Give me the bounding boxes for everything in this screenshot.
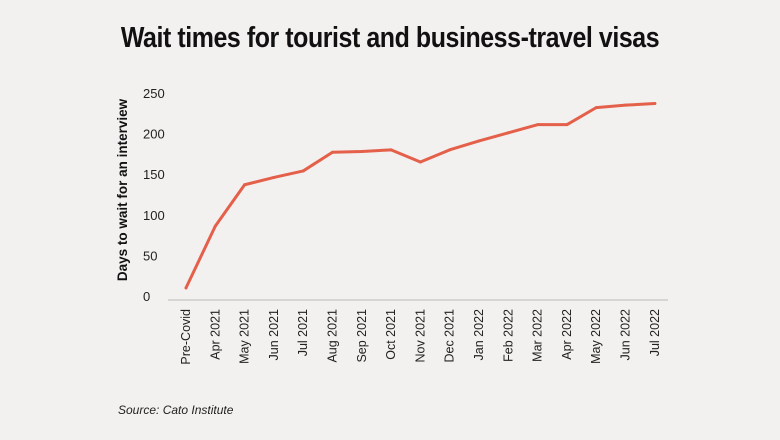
y-tick-label: 200	[143, 127, 165, 142]
x-tick-label: Nov 2021	[413, 309, 427, 363]
x-tick-label: May 2021	[238, 309, 252, 364]
data-point	[243, 183, 247, 187]
x-tick-label: May 2022	[589, 309, 603, 364]
x-axis-ticks: Pre-Covid Apr 2021 May 2021 Jun 2021 Jul 202…	[179, 309, 662, 365]
data-point	[301, 169, 305, 173]
x-tick-label: Apr 2022	[560, 309, 574, 360]
data-point	[448, 148, 452, 152]
y-tick-label: 100	[143, 208, 165, 223]
source-note: Source: Cato Institute	[118, 403, 234, 417]
x-tick-label: Apr 2021	[208, 309, 222, 360]
x-tick-label: Jul 2022	[648, 309, 662, 356]
x-tick-label: Pre-Covid	[179, 309, 193, 365]
data-point	[653, 102, 657, 106]
data-point	[477, 139, 481, 143]
x-tick-label: Jun 2021	[267, 309, 281, 360]
y-tick-label: 150	[143, 167, 165, 182]
series-line	[184, 102, 657, 290]
x-tick-label: Oct 2021	[384, 309, 398, 360]
y-tick-label: 50	[143, 248, 157, 263]
data-point	[213, 224, 217, 228]
data-point	[594, 106, 598, 110]
x-tick-label: Aug 2021	[326, 309, 340, 363]
data-point	[360, 149, 364, 153]
data-point	[536, 123, 540, 127]
y-tick-label: 250	[143, 86, 165, 101]
data-point	[565, 123, 569, 127]
x-tick-label: Feb 2022	[501, 309, 515, 362]
data-point	[184, 286, 188, 290]
chart-title: Wait times for tourist and business-trav…	[120, 22, 660, 54]
data-point	[418, 160, 422, 164]
data-point	[389, 148, 393, 152]
data-point	[624, 103, 627, 107]
x-tick-label: Mar 2022	[531, 309, 545, 362]
y-axis-ticks: 0 50 100 150 200 250	[143, 86, 165, 304]
y-tick-label: 0	[143, 289, 150, 304]
x-tick-label: Sep 2021	[355, 309, 369, 363]
data-point	[272, 175, 276, 179]
x-tick-label: Dec 2021	[443, 309, 457, 363]
data-points	[184, 102, 657, 290]
x-tick-label: Jan 2022	[472, 309, 486, 360]
x-tick-label: Jun 2022	[619, 309, 633, 360]
x-tick-label: Jul 2021	[296, 309, 310, 356]
y-axis-label: Days to wait for an interview	[115, 98, 130, 281]
data-point	[331, 150, 334, 154]
data-point	[506, 131, 510, 135]
